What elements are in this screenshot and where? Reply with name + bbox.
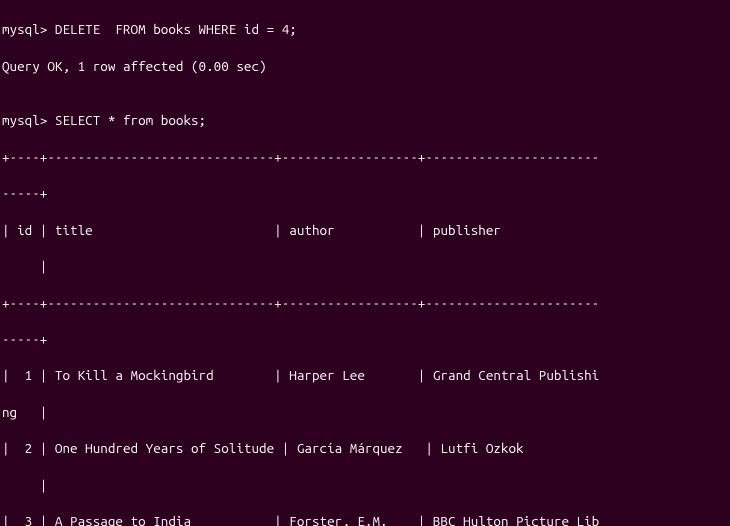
mysql-terminal[interactable]: mysql> DELETE FROM books WHERE id = 4; Q… bbox=[0, 0, 730, 526]
line-select-books: mysql> SELECT * from books; bbox=[2, 111, 728, 129]
table-border: -----+ bbox=[2, 330, 728, 348]
table-row: | bbox=[2, 476, 728, 494]
table-row: | 1 | To Kill a Mockingbird | Harper Lee… bbox=[2, 366, 728, 384]
table-row: | 2 | One Hundred Years of Solitude | Ga… bbox=[2, 439, 728, 457]
table-header: | id | title | author | publisher bbox=[2, 221, 728, 239]
sql-command: DELETE FROM books WHERE id = 4; bbox=[55, 21, 297, 37]
table-header: | bbox=[2, 257, 728, 275]
mysql-prompt: mysql> bbox=[2, 21, 55, 37]
mysql-prompt: mysql> bbox=[2, 112, 55, 128]
sql-command: SELECT * from books; bbox=[55, 112, 206, 128]
table-row: | 3 | A Passage to India | Forster, E.M.… bbox=[2, 512, 728, 526]
table-border: +----+------------------------------+---… bbox=[2, 148, 728, 166]
table-border: -----+ bbox=[2, 184, 728, 202]
table-border: +----+------------------------------+---… bbox=[2, 294, 728, 312]
delete-result: Query OK, 1 row affected (0.00 sec) bbox=[2, 57, 728, 75]
line-delete-cmd: mysql> DELETE FROM books WHERE id = 4; bbox=[2, 20, 728, 38]
table-row: ng | bbox=[2, 403, 728, 421]
